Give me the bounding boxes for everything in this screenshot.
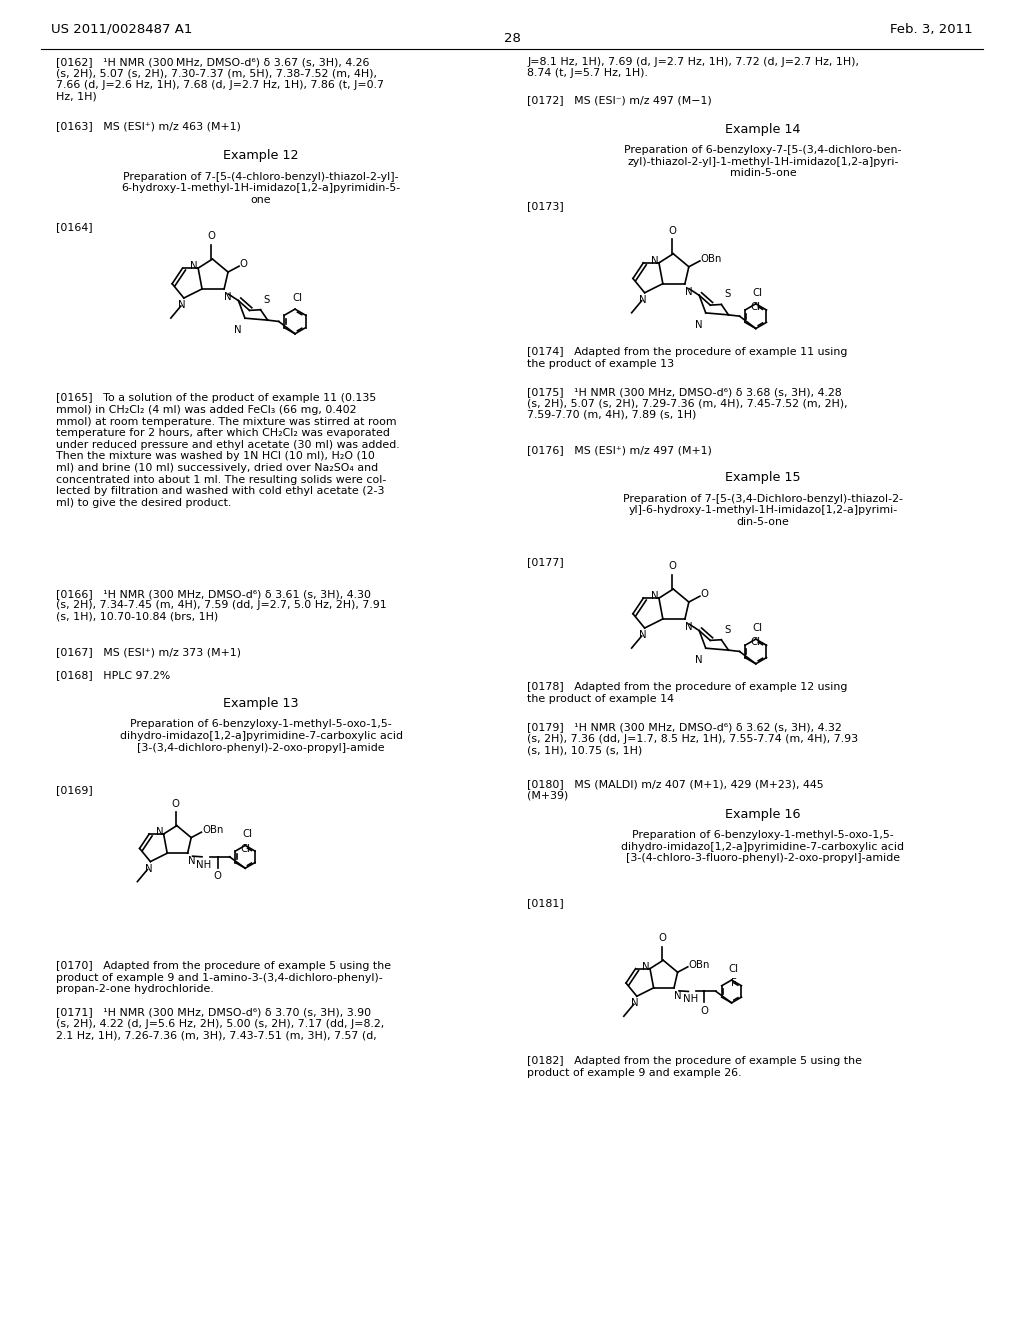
Text: N: N xyxy=(685,622,693,632)
Text: O: O xyxy=(214,871,221,882)
Text: [0165]   To a solution of the product of example 11 (0.135
mmol) in CH₂Cl₂ (4 ml: [0165] To a solution of the product of e… xyxy=(56,393,400,508)
Text: O: O xyxy=(700,1006,708,1016)
Text: Cl: Cl xyxy=(751,302,760,312)
Text: [0163]   MS (ESI⁺) m/z 463 (M+1): [0163] MS (ESI⁺) m/z 463 (M+1) xyxy=(56,121,242,132)
Text: [0177]: [0177] xyxy=(527,557,564,568)
Text: [0181]: [0181] xyxy=(527,898,564,908)
Text: [0178]   Adapted from the procedure of example 12 using
the product of example 1: [0178] Adapted from the procedure of exa… xyxy=(527,682,848,704)
Text: [0162]   ¹H NMR (300 MHz, DMSO-d⁶) δ 3.67 (s, 3H), 4.26
(s, 2H), 5.07 (s, 2H), 7: [0162] ¹H NMR (300 MHz, DMSO-d⁶) δ 3.67 … xyxy=(56,57,384,102)
Text: OBn: OBn xyxy=(202,825,223,836)
Text: Cl: Cl xyxy=(241,843,250,854)
Text: [0180]   MS (MALDI) m/z 407 (M+1), 429 (M+23), 445
(M+39): [0180] MS (MALDI) m/z 407 (M+1), 429 (M+… xyxy=(527,779,824,800)
Text: [0167]   MS (ESI⁺) m/z 373 (M+1): [0167] MS (ESI⁺) m/z 373 (M+1) xyxy=(56,647,242,657)
Text: N: N xyxy=(695,655,702,665)
Text: N: N xyxy=(695,319,702,330)
Text: S: S xyxy=(263,294,270,305)
Text: [0171]   ¹H NMR (300 MHz, DMSO-d⁶) δ 3.70 (s, 3H), 3.90
(s, 2H), 4.22 (d, J=5.6 : [0171] ¹H NMR (300 MHz, DMSO-d⁶) δ 3.70 … xyxy=(56,1007,385,1040)
Text: Example 13: Example 13 xyxy=(223,697,299,710)
Text: [0170]   Adapted from the procedure of example 5 using the
product of example 9 : [0170] Adapted from the procedure of exa… xyxy=(56,961,391,994)
Text: Example 14: Example 14 xyxy=(725,123,801,136)
Text: O: O xyxy=(658,933,667,944)
Text: Preparation of 7-[5-(3,4-Dichloro-benzyl)-thiazol-2-
yl]-6-hydroxy-1-methyl-1H-i: Preparation of 7-[5-(3,4-Dichloro-benzyl… xyxy=(623,494,903,527)
Text: N: N xyxy=(651,256,658,265)
Text: [0174]   Adapted from the procedure of example 11 using
the product of example 1: [0174] Adapted from the procedure of exa… xyxy=(527,347,848,368)
Text: O: O xyxy=(240,259,248,269)
Text: Feb. 3, 2011: Feb. 3, 2011 xyxy=(890,22,973,36)
Text: N: N xyxy=(639,294,646,305)
Text: Cl: Cl xyxy=(292,293,302,304)
Text: OBn: OBn xyxy=(700,253,722,264)
Text: Example 16: Example 16 xyxy=(725,808,801,821)
Text: S: S xyxy=(724,289,731,300)
Text: N: N xyxy=(651,591,658,601)
Text: N: N xyxy=(187,857,196,866)
Text: 28: 28 xyxy=(504,32,520,45)
Text: N: N xyxy=(178,300,185,310)
Text: Example 12: Example 12 xyxy=(223,149,299,162)
Text: [0164]: [0164] xyxy=(56,222,93,232)
Text: [0173]: [0173] xyxy=(527,201,564,211)
Text: N: N xyxy=(224,292,232,302)
Text: US 2011/0028487 A1: US 2011/0028487 A1 xyxy=(51,22,193,36)
Text: NH: NH xyxy=(683,994,697,1005)
Text: [0168]   HPLC 97.2%: [0168] HPLC 97.2% xyxy=(56,671,171,681)
Text: N: N xyxy=(190,261,198,271)
Text: S: S xyxy=(724,624,731,635)
Text: N: N xyxy=(685,286,693,297)
Text: O: O xyxy=(669,561,676,572)
Text: N: N xyxy=(639,630,646,640)
Text: N: N xyxy=(234,325,242,335)
Text: N: N xyxy=(144,863,153,874)
Text: [0182]   Adapted from the procedure of example 5 using the
product of example 9 : [0182] Adapted from the procedure of exa… xyxy=(527,1056,862,1077)
Text: OBn: OBn xyxy=(688,960,710,970)
Text: O: O xyxy=(669,226,676,236)
Text: [0176]   MS (ESI⁺) m/z 497 (M+1): [0176] MS (ESI⁺) m/z 497 (M+1) xyxy=(527,445,713,455)
Text: Preparation of 6-benzyloxy-1-methyl-5-oxo-1,5-
dihydro-imidazo[1,2-a]pyrimidine-: Preparation of 6-benzyloxy-1-methyl-5-ox… xyxy=(622,830,904,863)
Text: Preparation of 6-benzyloxy-7-[5-(3,4-dichloro-ben-
zyl)-thiazol-2-yl]-1-methyl-1: Preparation of 6-benzyloxy-7-[5-(3,4-dic… xyxy=(625,145,901,178)
Text: [0179]   ¹H NMR (300 MHz, DMSO-d⁶) δ 3.62 (s, 3H), 4.32
(s, 2H), 7.36 (dd, J=1.7: [0179] ¹H NMR (300 MHz, DMSO-d⁶) δ 3.62 … xyxy=(527,722,858,755)
Text: J=8.1 Hz, 1H), 7.69 (d, J=2.7 Hz, 1H), 7.72 (d, J=2.7 Hz, 1H),
8.74 (t, J=5.7 Hz: J=8.1 Hz, 1H), 7.69 (d, J=2.7 Hz, 1H), 7… xyxy=(527,57,859,78)
Text: Cl: Cl xyxy=(243,829,252,840)
Text: Cl: Cl xyxy=(753,623,763,634)
Text: Cl: Cl xyxy=(753,288,763,298)
Text: Preparation of 6-benzyloxy-1-methyl-5-oxo-1,5-
dihydro-imidazo[1,2-a]pyrimidine-: Preparation of 6-benzyloxy-1-methyl-5-ox… xyxy=(120,719,402,752)
Text: N: N xyxy=(674,991,682,1001)
Text: Example 15: Example 15 xyxy=(725,471,801,484)
Text: N: N xyxy=(642,962,650,972)
Text: O: O xyxy=(700,589,709,599)
Text: Cl: Cl xyxy=(729,964,738,974)
Text: Cl: Cl xyxy=(751,638,760,647)
Text: NH: NH xyxy=(197,859,211,870)
Text: Preparation of 7-[5-(4-chloro-benzyl)-thiazol-2-yl]-
6-hydroxy-1-methyl-1H-imida: Preparation of 7-[5-(4-chloro-benzyl)-th… xyxy=(122,172,400,205)
Text: O: O xyxy=(172,799,180,809)
Text: N: N xyxy=(156,828,164,837)
Text: [0166]   ¹H NMR (300 MHz, DMSO-d⁶) δ 3.61 (s, 3H), 4.30
(s, 2H), 7.34-7.45 (m, 4: [0166] ¹H NMR (300 MHz, DMSO-d⁶) δ 3.61 … xyxy=(56,589,387,622)
Text: [0172]   MS (ESI⁻) m/z 497 (M−1): [0172] MS (ESI⁻) m/z 497 (M−1) xyxy=(527,95,712,106)
Text: F: F xyxy=(731,978,736,987)
Text: N: N xyxy=(631,998,639,1008)
Text: [0169]: [0169] xyxy=(56,785,93,796)
Text: [0175]   ¹H NMR (300 MHz, DMSO-d⁶) δ 3.68 (s, 3H), 4.28
(s, 2H), 5.07 (s, 2H), 7: [0175] ¹H NMR (300 MHz, DMSO-d⁶) δ 3.68 … xyxy=(527,387,848,420)
Text: O: O xyxy=(208,231,215,242)
